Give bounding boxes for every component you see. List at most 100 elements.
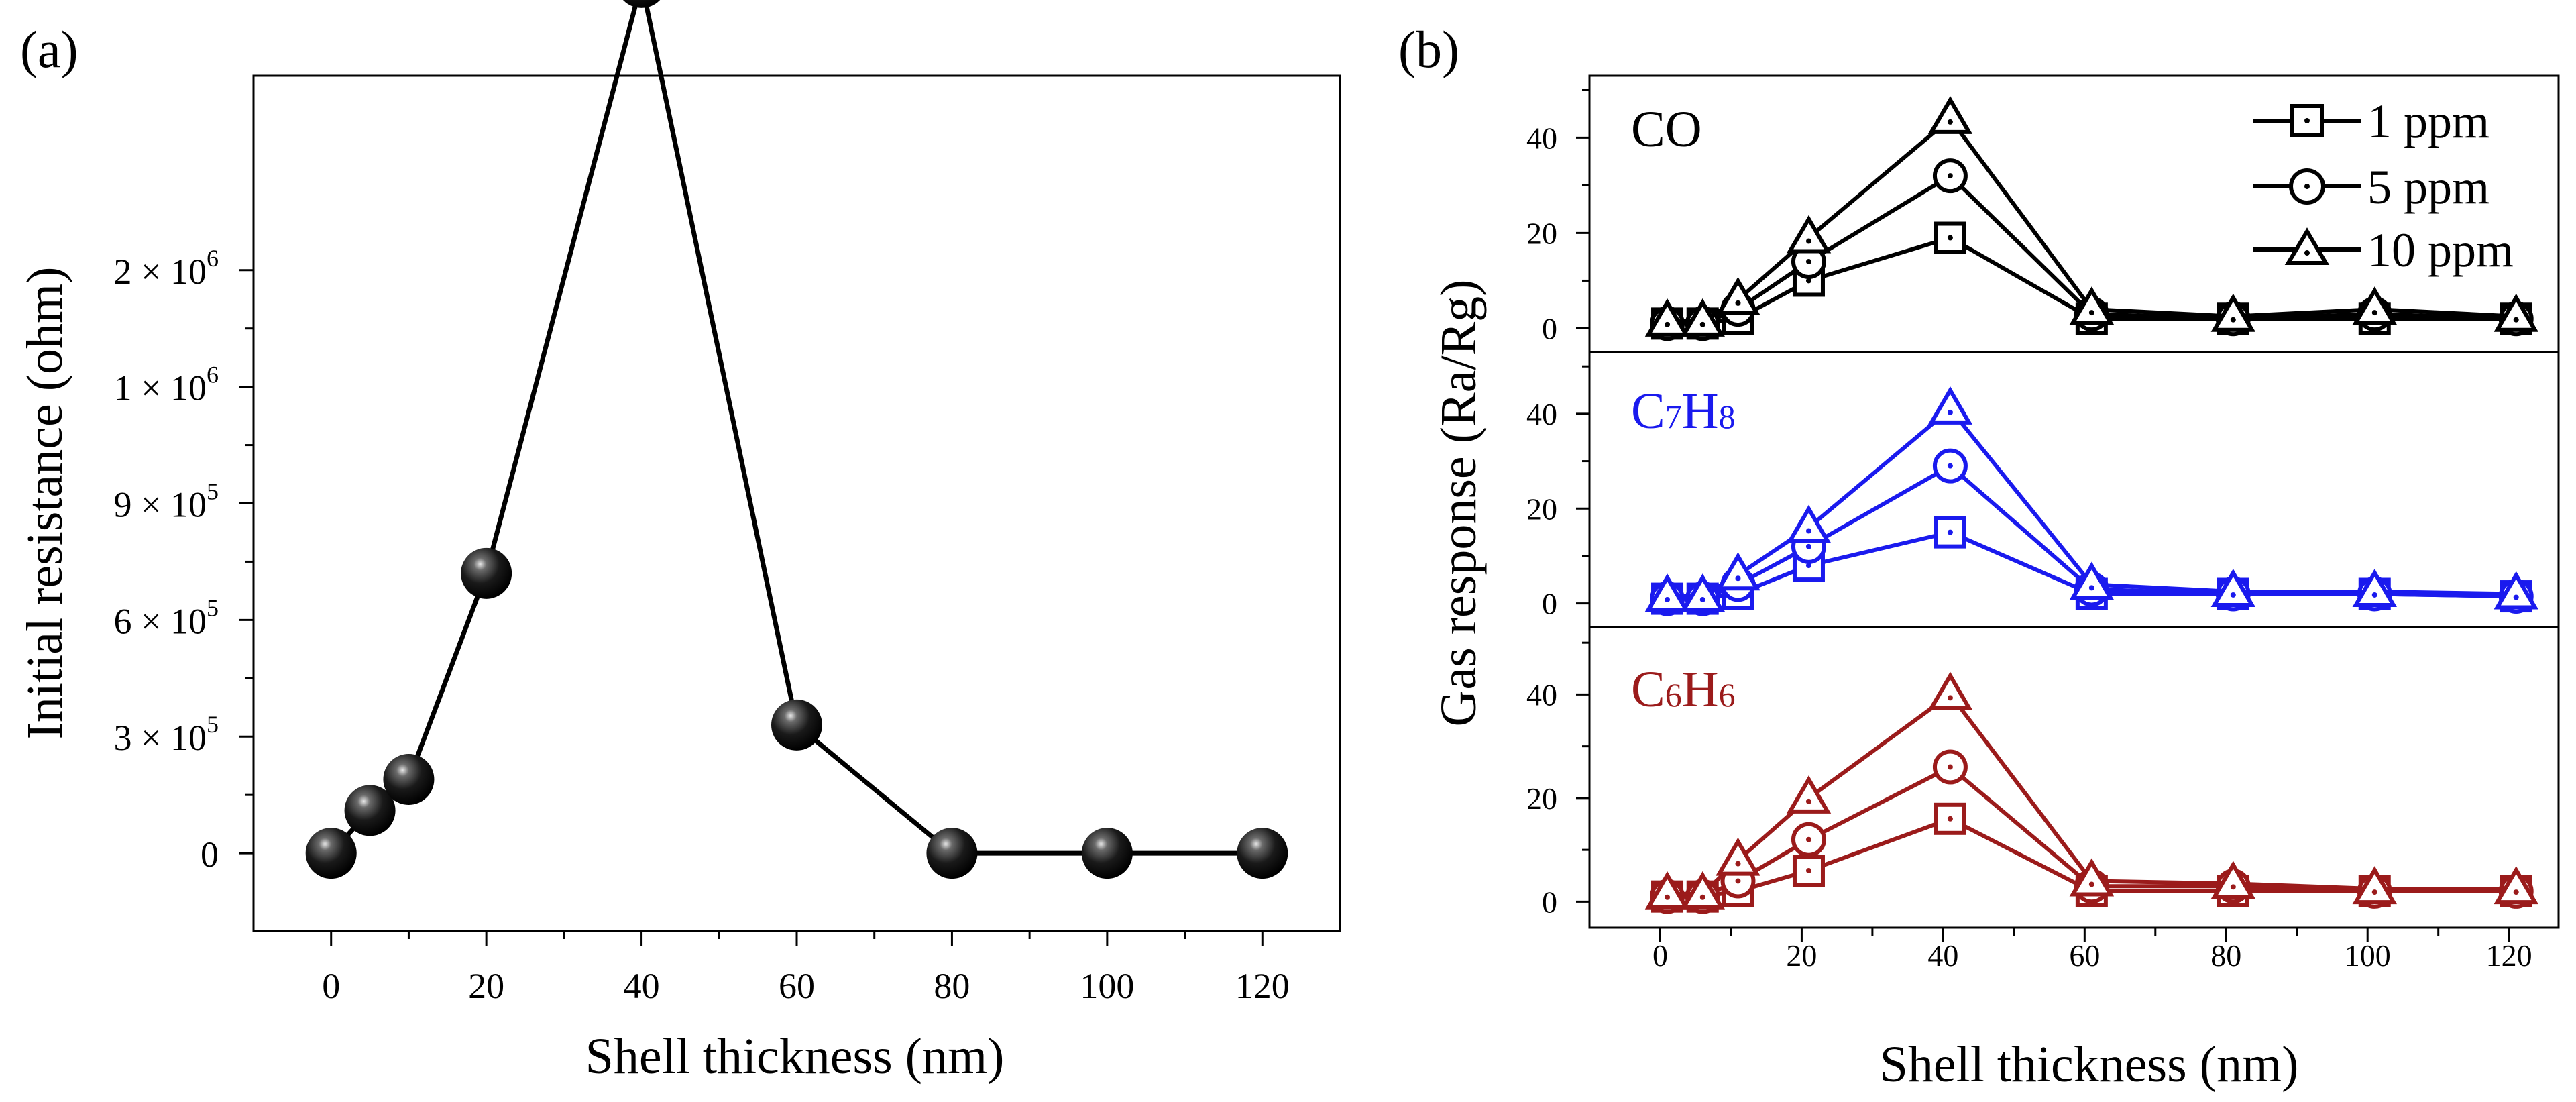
panel-b-y-tick-label: 20 xyxy=(1526,492,1557,526)
triangle-marker xyxy=(1927,386,1973,425)
marker-dot xyxy=(2230,592,2236,598)
panel-a-y-ticks: 0 3 × 105 6 × 105 9 × 105 1 × 106 2 × 106 xyxy=(114,245,254,875)
panel-b-y-tick-label: 40 xyxy=(1526,677,1557,712)
marker-dot xyxy=(2230,884,2236,890)
marker-dot xyxy=(1665,894,1671,900)
triangle-marker xyxy=(1786,775,1832,814)
triangle-marker xyxy=(1927,671,1973,710)
c7h8-sub-7: 7 xyxy=(1665,398,1682,435)
marker-dot xyxy=(1947,764,1953,770)
triangle-marker xyxy=(2069,286,2115,325)
marker-dot xyxy=(2513,594,2519,600)
triangle-marker xyxy=(1644,871,1690,910)
c6h6-sub-6b: 6 xyxy=(1719,676,1736,714)
marker-dot xyxy=(1805,528,1811,534)
legend-entry-10ppm: 10 ppm xyxy=(2253,223,2514,277)
triangle-marker xyxy=(2352,866,2397,905)
panel-a-x-tick-label: 60 xyxy=(779,966,815,1006)
panel-b-label: (b) xyxy=(1398,20,1459,78)
panel-b-x-tick-label: 120 xyxy=(2486,938,2532,973)
legend-entry-1ppm: 1 ppm xyxy=(2253,95,2489,148)
marker-dot xyxy=(1699,597,1705,603)
data-point-sphere xyxy=(622,0,661,8)
triangle-marker xyxy=(2494,866,2538,905)
legend: 1 ppm 5 ppm 10 ppm xyxy=(2253,95,2514,277)
marker-dot xyxy=(2371,889,2377,895)
panel-a-x-tick-label: 80 xyxy=(934,966,970,1006)
panel-a-y-tick-label: 6 × 105 xyxy=(114,594,219,641)
legend-label-1ppm: 1 ppm xyxy=(2367,95,2489,148)
subplot-label-c6h6: C6H6 xyxy=(1631,661,1736,718)
panel-a-x-ticks: 0 20 40 60 80 100 120 xyxy=(322,931,1290,1006)
triangle-marker xyxy=(1680,298,1725,337)
panel-b-y-axis-title: Gas response (Ra/Rg) xyxy=(1431,280,1487,727)
legend-square-marker-dot xyxy=(2304,118,2310,123)
marker-dot xyxy=(1735,575,1741,582)
data-point-sphere xyxy=(1081,828,1133,879)
marker-dot xyxy=(1805,563,1811,569)
marker-dot xyxy=(1805,278,1811,284)
subplot-c7h8 xyxy=(1644,386,2538,616)
subplot-label-c7h8: C7H8 xyxy=(1631,383,1736,439)
marker-dot xyxy=(1947,695,1953,701)
marker-dot xyxy=(1805,259,1811,265)
panel-b-x-tick-label: 100 xyxy=(2345,938,2391,973)
marker-dot xyxy=(1805,238,1811,244)
panel-a-y-tick-label: 1 × 106 xyxy=(114,362,219,408)
panel-b-x-tick-label: 40 xyxy=(1927,938,1958,973)
c7h8-h: H xyxy=(1682,383,1719,439)
marker-dot xyxy=(2371,592,2377,598)
panel-a-y-tick-label: 3 × 105 xyxy=(114,711,219,758)
c6h6-sub-6a: 6 xyxy=(1665,676,1682,714)
marker-dot xyxy=(1947,119,1953,125)
triangle-marker xyxy=(1716,276,1760,315)
panel-b-x-tick-label: 60 xyxy=(2069,938,2100,973)
triangle-marker xyxy=(1680,573,1725,612)
marker-dot xyxy=(1805,836,1811,842)
panel-b-series xyxy=(1644,95,2538,914)
legend-label-5ppm: 5 ppm xyxy=(2367,160,2489,214)
panel-b-x-axis-title: Shell thickness (nm) xyxy=(1880,1036,2299,1093)
panel-b-y-tick-label: 0 xyxy=(1542,587,1557,621)
marker-dot xyxy=(2230,317,2236,323)
triangle-marker xyxy=(1716,552,1760,591)
triangle-marker xyxy=(1680,871,1725,910)
marker-dot xyxy=(2513,889,2519,895)
triangle-marker xyxy=(2494,571,2538,610)
legend-triangle-marker-icon xyxy=(2284,227,2330,265)
marker-dot xyxy=(2513,317,2519,323)
panel-b-x-ticks: 0 20 40 60 80 100 120 xyxy=(1653,928,2532,973)
panel-b-y-tick-label: 20 xyxy=(1526,781,1557,816)
marker-dot xyxy=(1699,894,1705,900)
c7h8-c: C xyxy=(1631,383,1665,439)
panel-b-y-tick-label: 0 xyxy=(1542,311,1557,345)
triangle-marker xyxy=(2069,561,2115,600)
marker-dot xyxy=(1665,597,1671,603)
subplot-co xyxy=(1644,95,2538,341)
triangle-marker xyxy=(1716,837,1760,876)
marker-dot xyxy=(1735,300,1741,306)
marker-dot xyxy=(2088,881,2094,887)
triangle-marker xyxy=(1927,95,1973,134)
panel-a-x-tick-label: 120 xyxy=(1235,966,1290,1006)
marker-dot xyxy=(1735,878,1741,884)
panel-b-x-tick-label: 80 xyxy=(2210,938,2241,973)
marker-dot xyxy=(1947,409,1953,415)
triangle-marker xyxy=(1644,298,1690,337)
data-point-sphere xyxy=(1237,828,1288,879)
marker-dot xyxy=(1665,321,1671,327)
marker-dot xyxy=(1947,463,1953,469)
panel-b-x-tick-label: 0 xyxy=(1653,938,1668,973)
panel-a-x-axis-title: Shell thickness (nm) xyxy=(585,1028,1005,1085)
panel-b-y-tick-label: 20 xyxy=(1526,216,1557,250)
panel-a-points xyxy=(305,0,1288,879)
panel-a-y-axis-title: Initial resistance (ohm) xyxy=(17,267,73,740)
panel-b-y-tick-label: 40 xyxy=(1526,121,1557,155)
panel-b-frame xyxy=(1588,74,2560,929)
panel-a-x-tick-label: 20 xyxy=(468,966,504,1006)
panel-a-y-tick-label: 9 × 105 xyxy=(114,478,219,525)
legend-triangle-marker-dot xyxy=(2304,250,2310,256)
panel-a: (a) 0 3 × 105 6 × 105 9 × 105 1 × 106 2 × 106… xyxy=(17,0,1341,1085)
triangle-marker xyxy=(2210,861,2256,899)
